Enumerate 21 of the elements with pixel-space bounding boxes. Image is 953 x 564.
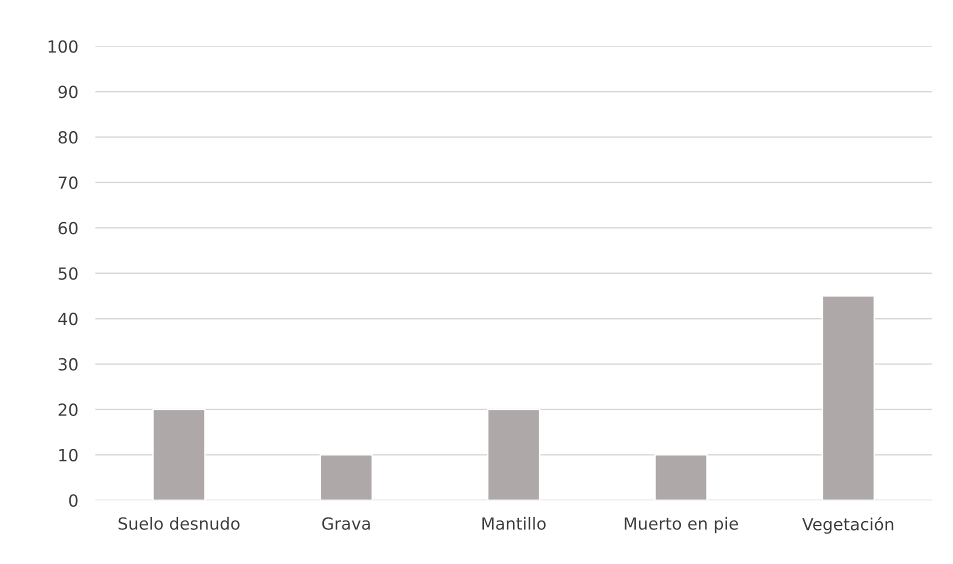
y-tick-label: 60 (58, 222, 78, 234)
y-tick-label: 50 (58, 267, 78, 280)
y-tick-label: 40 (58, 312, 78, 326)
bar (320, 454, 373, 500)
y-tick-label: 100 (48, 40, 78, 53)
x-tick-label: Vegetación (802, 516, 894, 534)
y-tick-label: 10 (59, 448, 78, 462)
x-tick-label: Suelo desnudo (118, 516, 240, 530)
bar (822, 295, 875, 500)
y-tick-label: 20 (58, 403, 78, 416)
x-tick-label: Muerto en pie (624, 516, 738, 534)
x-tick-label: Grava (322, 517, 370, 530)
bar (654, 454, 708, 500)
bar (152, 408, 206, 500)
x-tick-label: Mantillo (482, 516, 546, 530)
y-tick-label: 70 (58, 176, 78, 190)
y-tick-label: 30 (58, 358, 78, 371)
y-tick-label: 80 (58, 131, 78, 144)
y-tick-label: 0 (69, 494, 78, 507)
y-tick-label: 90 (58, 86, 78, 98)
bar (487, 408, 540, 500)
